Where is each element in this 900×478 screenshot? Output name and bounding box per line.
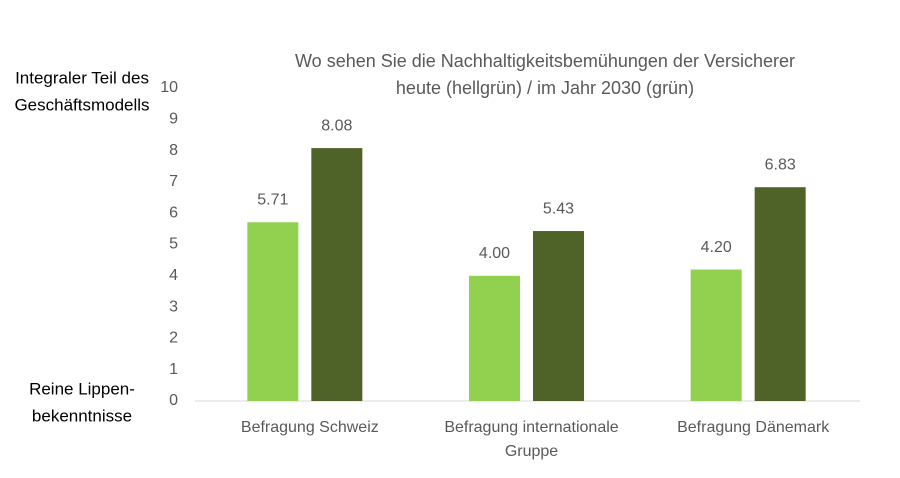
bar — [754, 187, 806, 401]
axis-annotation: bekenntnisse — [32, 406, 132, 425]
bar — [247, 222, 299, 401]
x-tick-label: Befragung Dänemark — [677, 419, 830, 436]
y-tick-label: 10 — [160, 79, 178, 96]
value-label: 6.83 — [765, 156, 796, 173]
x-tick-label: Gruppe — [505, 443, 558, 460]
x-tick-label: Befragung Schweiz — [241, 419, 379, 436]
y-tick-label: 7 — [169, 173, 178, 190]
x-tick-label: Befragung internationale — [444, 419, 618, 436]
y-tick-label: 6 — [169, 204, 178, 221]
chart-title: heute (hellgrün) / im Jahr 2030 (grün) — [396, 78, 694, 98]
y-tick-label: 0 — [169, 392, 178, 409]
value-label: 5.71 — [257, 191, 288, 208]
chart-title: Wo sehen Sie die Nachhaltigkeitsbemühung… — [295, 51, 795, 71]
y-tick-label: 1 — [169, 361, 178, 378]
value-label: 8.08 — [321, 117, 352, 134]
value-label: 5.43 — [543, 200, 574, 217]
y-tick-label: 2 — [169, 330, 178, 347]
value-label: 4.20 — [701, 239, 732, 256]
axis-annotation: Reine Lippen- — [29, 379, 135, 398]
bar — [533, 231, 584, 401]
y-tick-label: 5 — [169, 236, 178, 253]
bar — [469, 275, 520, 401]
y-tick-label: 9 — [169, 111, 178, 128]
axis-annotation: Geschäftsmodells — [14, 95, 149, 114]
bar — [311, 148, 363, 401]
y-tick-label: 8 — [169, 142, 178, 159]
bar — [690, 269, 742, 401]
value-label: 4.00 — [479, 245, 510, 262]
axis-annotation: Integraler Teil des — [15, 68, 149, 87]
y-tick-label: 4 — [169, 267, 178, 284]
y-tick-label: 3 — [169, 298, 178, 315]
